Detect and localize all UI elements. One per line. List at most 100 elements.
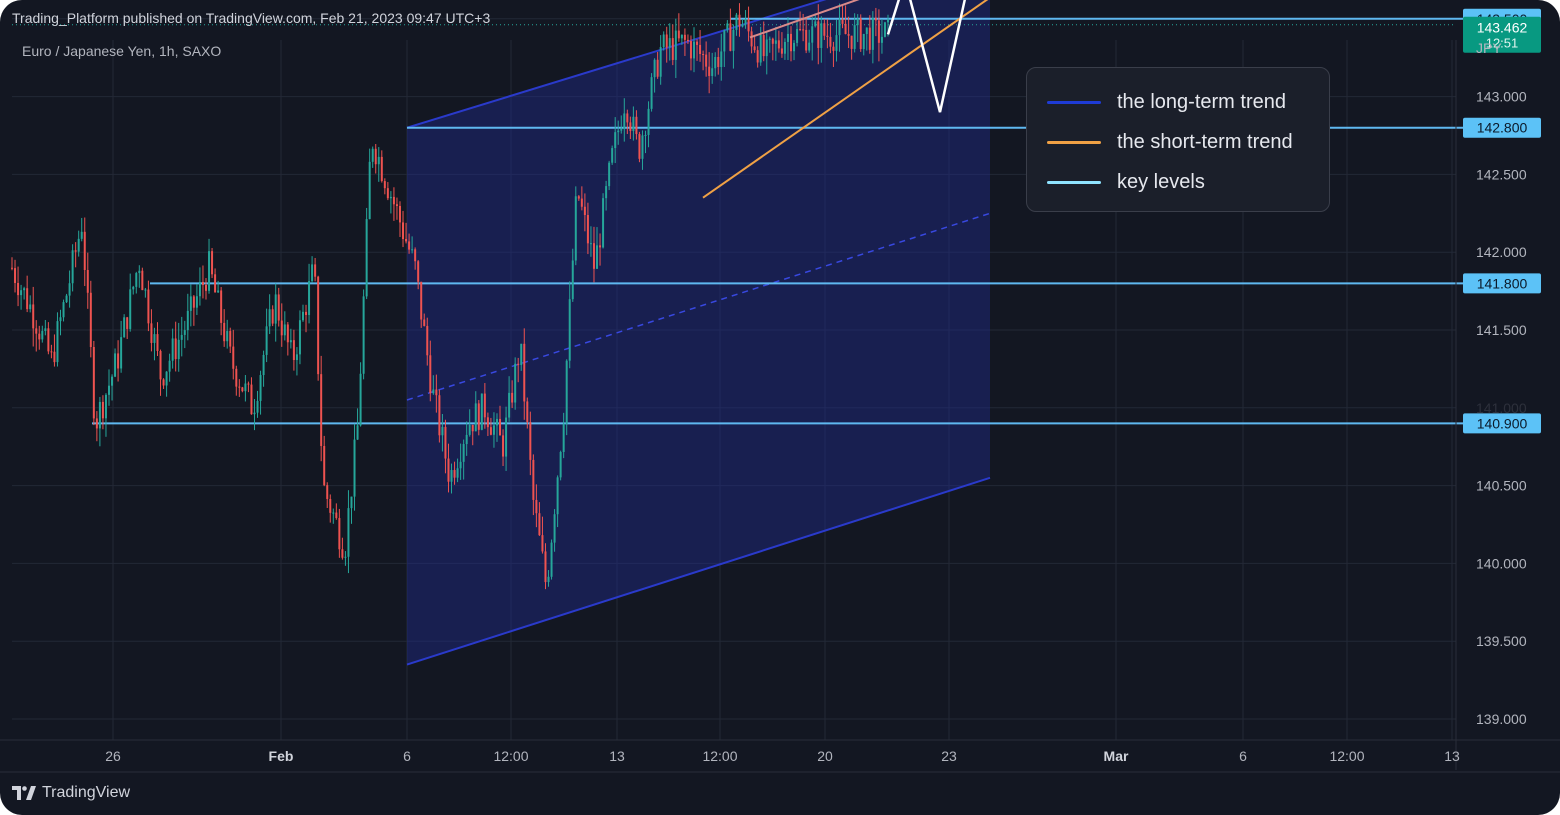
candle-body — [850, 35, 853, 49]
candle-body — [871, 17, 874, 50]
candle-body — [571, 260, 574, 300]
candle-body — [277, 294, 280, 321]
y-tick-label: 143.000 — [1476, 89, 1527, 105]
candle-body — [723, 30, 726, 52]
axes: 139.000 139.500 140.000 140.500 141.500 142.0… — [0, 40, 1560, 773]
candle-body — [438, 395, 441, 436]
legend-label: the short-term trend — [1117, 130, 1293, 153]
legend-label: the long-term trend — [1117, 90, 1286, 113]
candle-body — [41, 330, 44, 340]
candle-body — [247, 383, 250, 385]
candle-body — [814, 21, 817, 27]
candle-body — [253, 412, 256, 415]
x-tick-label: Mar — [1104, 748, 1129, 764]
short-term-trend — [702, 0, 989, 199]
brand-name: TradingView — [42, 784, 131, 801]
candle-body — [662, 34, 665, 48]
candle-body — [696, 41, 699, 45]
candle-body — [174, 338, 177, 360]
candle-body — [550, 542, 553, 577]
candle-body — [483, 393, 486, 418]
legend-item-key-levels: key levels — [1047, 170, 1205, 194]
candle-body — [447, 458, 450, 482]
candle-body — [56, 321, 59, 363]
candle-body — [211, 251, 214, 275]
x-tick-label: 20 — [817, 748, 833, 764]
candle-body — [547, 576, 550, 583]
candle-body — [683, 34, 686, 40]
candle-body — [44, 328, 47, 331]
candle-body — [298, 320, 301, 355]
candle-body — [92, 346, 95, 419]
candle-body — [553, 514, 556, 543]
candle-body — [132, 286, 135, 290]
candle-body — [756, 50, 759, 63]
candle-body — [38, 333, 41, 340]
key-level-badge-label: 140.900 — [1477, 415, 1528, 431]
candle-body — [880, 36, 883, 43]
candle-body — [820, 23, 823, 48]
candle-body — [708, 66, 711, 76]
candle-body — [150, 323, 153, 343]
candle-body — [135, 273, 138, 287]
candle-body — [104, 394, 107, 419]
candle-body — [374, 148, 377, 165]
candle-body — [732, 29, 735, 51]
channel-lower-line — [406, 476, 991, 666]
candle-body — [596, 245, 599, 269]
candle-body — [114, 353, 117, 377]
candle-body — [338, 518, 341, 550]
candle-body — [220, 290, 223, 323]
candle-body — [790, 33, 793, 52]
candle-body — [144, 289, 147, 291]
candle-body — [117, 353, 120, 369]
candle-body — [826, 35, 829, 37]
candle-body — [793, 42, 796, 52]
candle-body — [562, 423, 565, 452]
candle-body — [762, 35, 765, 57]
candle-body — [71, 250, 74, 284]
candle-body — [508, 392, 511, 418]
y-tick-label: 139.500 — [1476, 633, 1527, 649]
candle-body — [368, 161, 371, 220]
candle-body — [271, 309, 274, 324]
candle-body — [456, 468, 459, 478]
candle-body — [686, 39, 689, 42]
candle-body — [532, 459, 535, 500]
candle-body — [750, 31, 753, 47]
candle-body — [329, 498, 332, 513]
candle-body — [223, 322, 226, 342]
candle-body — [523, 343, 526, 402]
candle-body — [765, 39, 768, 57]
candle-body — [720, 51, 723, 68]
candle-body — [20, 290, 23, 296]
candle-body — [450, 470, 453, 482]
candle-body — [14, 268, 17, 283]
candle-body — [838, 19, 841, 36]
x-tick-label: 12:00 — [702, 748, 737, 764]
candle-body — [711, 68, 714, 76]
candle-body — [289, 340, 292, 343]
tradingview-branding[interactable]: TradingView — [12, 784, 130, 802]
candle-body — [608, 162, 611, 187]
candle-body — [586, 215, 589, 244]
candle-body — [747, 19, 750, 32]
projection-arrow — [886, 0, 966, 113]
candle-body — [856, 18, 859, 26]
candle-body — [541, 535, 544, 552]
legend-item-short-term: the short-term trend — [1047, 130, 1293, 154]
candle-body — [262, 354, 265, 376]
candle-body — [559, 451, 562, 478]
candle-body — [314, 264, 317, 277]
candle-body — [674, 30, 677, 60]
candle-body — [514, 363, 517, 403]
candle-body — [77, 238, 80, 252]
candle-body — [780, 48, 783, 54]
candle-body — [95, 418, 98, 429]
candle-body — [796, 29, 799, 43]
candle-body — [759, 35, 762, 63]
candle-body — [326, 485, 329, 499]
candle-body — [17, 282, 20, 296]
candle-body — [350, 496, 353, 509]
